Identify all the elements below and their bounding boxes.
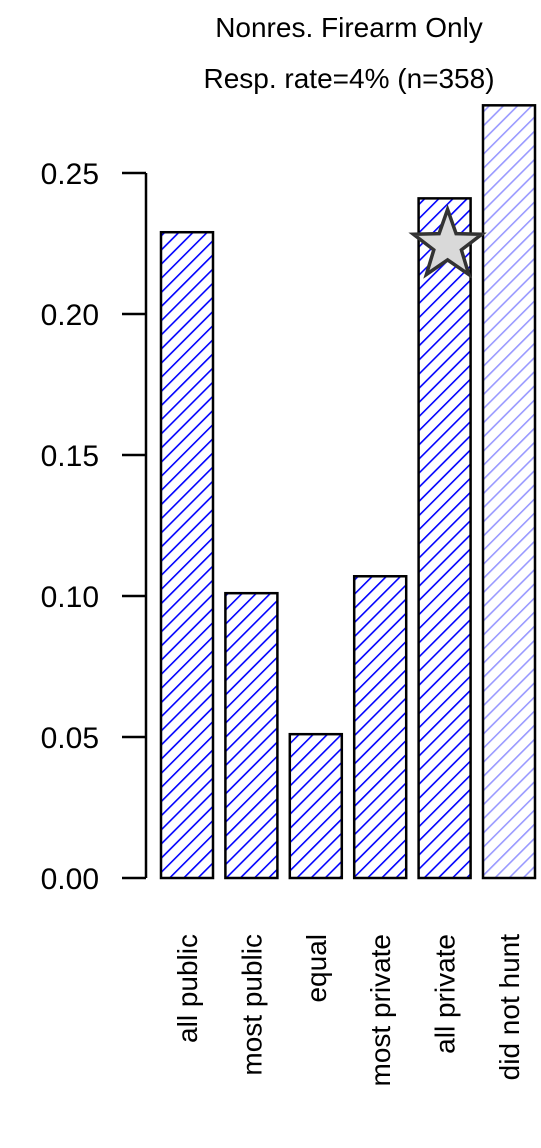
x-tick-label: all private — [430, 934, 461, 1054]
x-tick-label: all public — [172, 934, 203, 1043]
bar-equal — [288, 732, 344, 880]
bar-most-public — [224, 591, 279, 880]
chart-subtitle: Resp. rate=4% (n=358) — [203, 63, 494, 94]
star-marker — [408, 204, 487, 279]
y-tick-label: 0.10 — [41, 581, 99, 614]
y-tick-label: 0.25 — [41, 158, 99, 191]
bars — [159, 104, 537, 880]
x-tick-label: most public — [236, 934, 267, 1076]
bar-did-not-hunt — [481, 104, 537, 880]
x-tick-label: equal — [301, 934, 332, 1003]
y-tick-label: 0.20 — [41, 299, 99, 332]
bar-all-private — [417, 197, 472, 880]
chart-title: Nonres. Firearm Only — [215, 12, 483, 43]
star-icon — [408, 204, 487, 279]
bar-most-private — [352, 575, 408, 880]
bar-all-public — [159, 230, 215, 880]
y-tick-label: 0.15 — [41, 440, 99, 473]
y-tick-label: 0.00 — [41, 863, 99, 896]
x-tick-label: did not hunt — [494, 934, 525, 1081]
x-axis-labels: all public most public equal most private al… — [172, 934, 525, 1087]
x-tick-label: most private — [365, 934, 396, 1087]
y-tick-label: 0.05 — [41, 722, 99, 755]
y-axis: 0.00 0.05 0.10 0.15 0.20 0.25 — [41, 158, 148, 896]
